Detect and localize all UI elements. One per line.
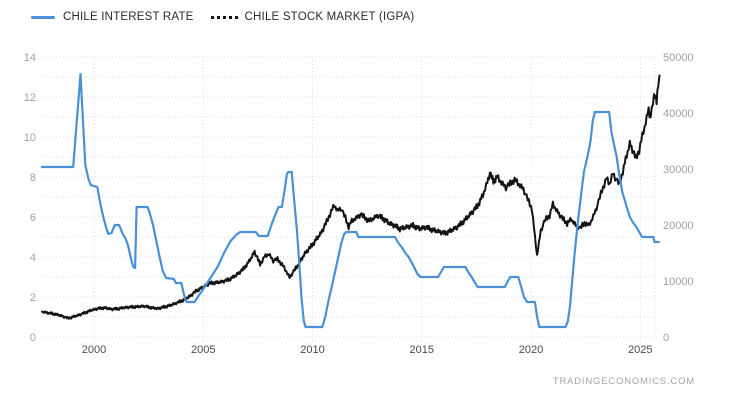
left-axis-tick-label: 14 <box>24 52 36 64</box>
chart-legend: CHILE INTEREST RATE CHILE STOCK MARKET (… <box>31 11 414 23</box>
x-axis-tick-label: 2010 <box>300 344 324 356</box>
x-axis-tick-label: 2020 <box>519 344 543 356</box>
watermark: TRADINGECONOMICS.COM <box>552 376 695 387</box>
left-axis-tick-label: 6 <box>30 212 36 224</box>
right-axis-tick-label: 20000 <box>663 220 694 232</box>
legend-label-stock-market: CHILE STOCK MARKET (IGPA) <box>244 11 415 23</box>
interest-rate-series-line[interactable] <box>40 72 660 329</box>
legend-label-interest-rate: CHILE INTEREST RATE <box>63 11 194 23</box>
right-axis-tick-label: 30000 <box>663 164 694 176</box>
x-axis-tick-label: 2015 <box>410 344 434 356</box>
right-axis-tick-label: 40000 <box>663 108 694 120</box>
x-axis-tick-label: 2000 <box>82 344 106 356</box>
x-axis-tick-label: 2005 <box>191 344 215 356</box>
interest-rate-line-sample <box>31 15 55 19</box>
right-axis-tick-label: 50000 <box>663 52 694 64</box>
left-axis-tick-label: 2 <box>30 292 36 304</box>
legend-item-stock-market[interactable]: CHILE STOCK MARKET (IGPA) <box>210 11 415 23</box>
x-axis-tick-label: 2025 <box>628 344 652 356</box>
left-axis-tick-label: 8 <box>30 172 36 184</box>
left-axis-tick-label: 10 <box>24 132 36 144</box>
stock-market-line-sample <box>210 15 238 19</box>
left-axis-tick-label: 0 <box>30 332 36 344</box>
right-axis-tick-label: 10000 <box>663 276 694 288</box>
left-axis-tick-label: 12 <box>24 92 36 104</box>
left-axis-tick-label: 4 <box>30 252 36 264</box>
legend-item-interest-rate[interactable]: CHILE INTEREST RATE <box>31 11 194 23</box>
right-axis-tick-label: 0 <box>663 332 669 344</box>
stock-market-series-line[interactable] <box>41 74 661 320</box>
